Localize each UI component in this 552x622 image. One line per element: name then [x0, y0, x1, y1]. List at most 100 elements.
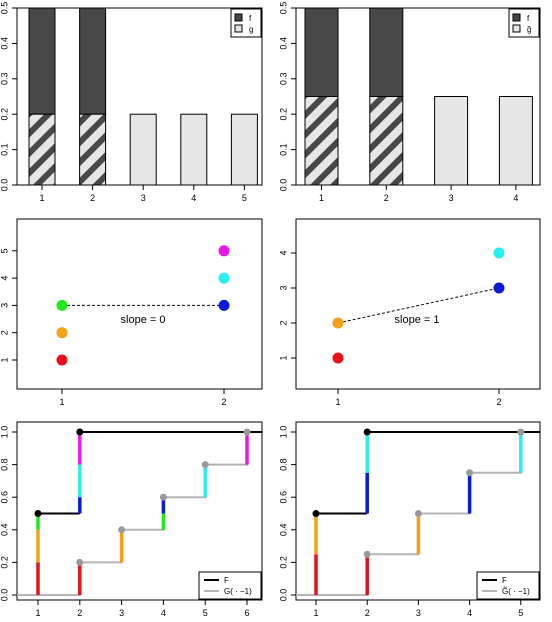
point-cyan: [493, 247, 505, 259]
y-tick-label: 0.4: [0, 37, 9, 50]
chart-bar-right: 0.0 0.1 0.2 0.3 0.4 0.5 1 2 3 4 f g̃: [278, 2, 541, 203]
bar-overlap-hatch: [79, 113, 107, 186]
y-tick-label: 0.4: [278, 37, 288, 50]
x-tick-label: 1: [39, 193, 44, 203]
G-jump-point: [76, 558, 84, 566]
legend-label-g: g̃: [527, 25, 532, 34]
chart-bar-left: 0.0 0.1 0.2 0.3 0.4 0.5 1 2 3 4 5 fg: [0, 2, 263, 203]
y-tick-label: 0.6: [0, 491, 9, 504]
dashed-segment: [337, 287, 500, 324]
y-tick-label: 1: [278, 355, 288, 360]
F-step-line: [316, 431, 540, 515]
x-tick-label: 2: [221, 397, 226, 407]
bar-g: [434, 96, 469, 186]
legend-swatch-g: [512, 24, 521, 33]
chart-scatter-right: 1 2 3 4 1 2 slope = 1: [278, 218, 541, 407]
plot-frame: [16, 7, 263, 186]
G-jump-point: [243, 428, 251, 436]
legend-label-G: G̃( · −1): [502, 587, 530, 596]
point-blue: [493, 282, 505, 294]
legend-box: [476, 571, 540, 600]
G-jump-point: [118, 526, 126, 534]
y-tick-label: 0.2: [0, 108, 9, 121]
y-tick-label: 1.0: [278, 426, 288, 439]
legend-box: [508, 8, 540, 38]
plot-frame: [16, 218, 263, 390]
bar-g: [180, 113, 208, 186]
y-tick-label: 4: [278, 250, 288, 255]
bar-overlap-hatch: [28, 113, 56, 186]
point-blue: [218, 299, 230, 311]
plot-frame: [16, 421, 263, 601]
legend-label-F: F: [502, 576, 507, 585]
x-tick-label: 3: [119, 608, 124, 618]
y-tick-label: 0.2: [0, 556, 9, 569]
x-tick-label: 1: [35, 608, 40, 618]
y-tick-label: 0.2: [278, 556, 288, 569]
F-jump-point: [76, 428, 84, 436]
point-red: [56, 354, 68, 366]
bar-g: [498, 96, 533, 186]
x-tick-label: 3: [449, 193, 454, 203]
y-tick-label: 0.0: [0, 589, 9, 602]
bar-g: [230, 113, 258, 186]
y-tick-label: 0.5: [278, 2, 288, 15]
y-tick-label: 4: [0, 276, 9, 281]
y-tick-label: 0.4: [0, 524, 9, 537]
x-tick-label: 4: [191, 193, 196, 203]
legend-swatch-f: [234, 13, 243, 22]
x-tick-label: 6: [244, 608, 249, 618]
x-tick-label: 3: [416, 608, 421, 618]
y-tick-label: 3: [278, 285, 288, 290]
plot-frame: [295, 218, 541, 390]
legend-label-F: F: [224, 576, 229, 585]
bar-f: [28, 7, 56, 115]
point-orange: [332, 317, 344, 329]
point-orange: [56, 327, 68, 339]
y-tick-label: 1: [0, 357, 9, 362]
F-step-line: [38, 431, 262, 515]
x-tick-label: 1: [319, 193, 324, 203]
x-tick-label: 5: [518, 608, 523, 618]
y-tick-label: 0.1: [278, 143, 288, 156]
y-tick-label: 0.3: [278, 73, 288, 86]
legend-label-f: f: [527, 14, 530, 23]
y-tick-label: 5: [0, 248, 9, 253]
y-tick-label: 2: [0, 330, 9, 335]
plot-frame: [295, 7, 541, 186]
x-tick-label: 2: [496, 397, 501, 407]
y-tick-label: 1.0: [0, 426, 9, 439]
x-tick-label: 1: [313, 608, 318, 618]
x-tick-label: 2: [384, 193, 389, 203]
G-jump-point: [159, 493, 167, 501]
legend-swatch-f: [512, 13, 521, 22]
chart-cdf-right: 0.0 0.2 0.4 0.6 0.8 1.0 1 2 3 4 5 F G̃( · −1): [278, 421, 541, 618]
x-tick-label: 4: [161, 608, 166, 618]
y-tick-label: 0.4: [278, 524, 288, 537]
x-tick-label: 2: [90, 193, 95, 203]
y-tick-label: 0.1: [0, 143, 9, 156]
y-tick-label: 0.8: [278, 458, 288, 471]
F-jump-point: [312, 510, 320, 517]
x-tick-label: 2: [77, 608, 82, 618]
F-jump-point: [34, 510, 42, 517]
G-jump-point: [414, 510, 422, 517]
bar-g: [129, 113, 157, 186]
y-tick-label: 0.8: [0, 458, 9, 471]
legend-label-G: G( · −1): [224, 587, 252, 596]
G-jump-point: [517, 428, 525, 436]
slope-annotation: slope = 0: [121, 314, 166, 326]
x-tick-label: 2: [365, 608, 370, 618]
y-tick-label: 0.2: [278, 108, 288, 121]
legend-box: [198, 571, 262, 600]
y-tick-label: 3: [0, 303, 9, 308]
legend-box: [230, 8, 262, 38]
legend-label-g: g: [249, 25, 253, 34]
bar-f: [304, 7, 339, 97]
slope-annotation: slope = 1: [395, 314, 440, 326]
y-tick-label: 2: [278, 320, 288, 325]
x-tick-label: 4: [513, 193, 518, 203]
point-magenta: [218, 245, 230, 257]
bar-overlap-hatch: [304, 96, 339, 186]
y-tick-label: 0.3: [0, 73, 9, 86]
